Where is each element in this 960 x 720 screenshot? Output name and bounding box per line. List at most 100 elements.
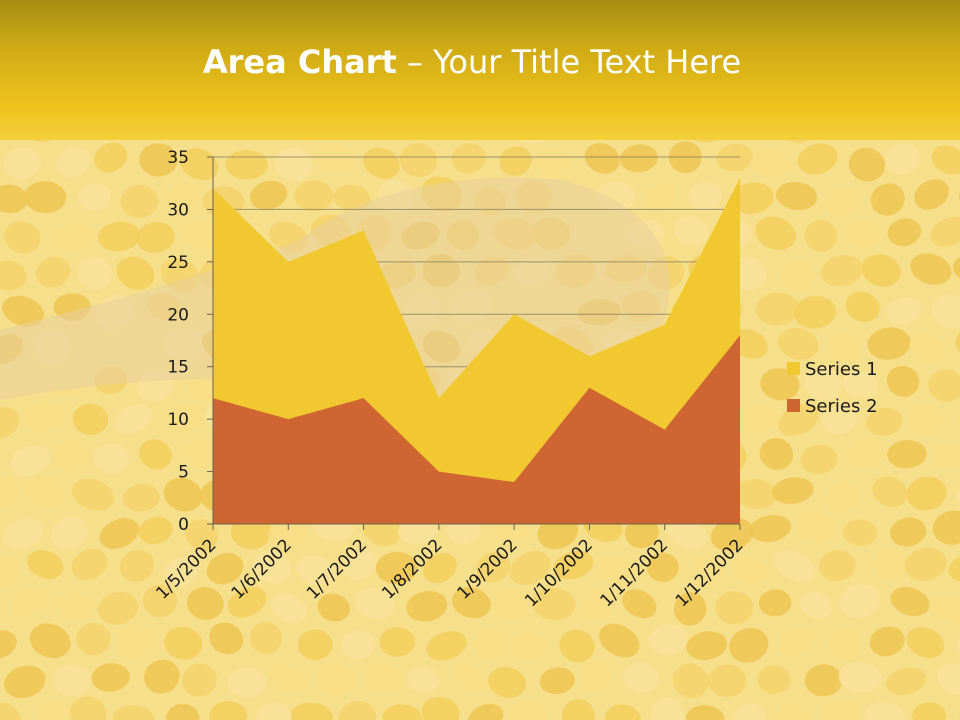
corn-kernel (667, 517, 707, 550)
corn-kernel (333, 184, 371, 212)
corn-kernel (3, 518, 44, 550)
corn-kernel (539, 667, 575, 695)
corn-kernel (11, 585, 50, 618)
corn-kernel (797, 143, 838, 175)
corn-kernel (379, 627, 416, 657)
corn-kernel (755, 216, 796, 251)
corn-kernel (382, 704, 423, 720)
corn-kernel (885, 667, 927, 695)
corn-kernel (297, 629, 333, 660)
corn-kernel (872, 476, 908, 508)
corn-kernel (22, 401, 67, 432)
y-tick-label: 25 (167, 253, 189, 273)
corn-kernel (209, 701, 248, 720)
corn-kernel (185, 519, 219, 550)
corn-kernel (804, 664, 843, 697)
corn-kernel (116, 256, 155, 290)
corn-kernel (143, 659, 180, 694)
corn-kernel (644, 182, 678, 211)
corn-kernel (139, 439, 172, 470)
corn-kernel (406, 590, 448, 622)
corn-kernel (735, 406, 779, 433)
corn-kernel (56, 147, 91, 178)
x-tick-label: 1/5/2002 (152, 535, 220, 603)
title-band (0, 0, 960, 140)
corn-kernel (759, 437, 794, 470)
corn-kernel (227, 586, 267, 618)
corn-kernel (781, 259, 816, 292)
corn-kernel (317, 593, 351, 622)
corn-kernel (731, 257, 767, 291)
corn-kernel (509, 631, 548, 659)
corn-kernel (72, 403, 109, 435)
corn-kernel (186, 586, 224, 620)
corn-kernel (651, 697, 684, 720)
corn-kernel (180, 221, 218, 249)
corn-kernel (509, 700, 551, 720)
corn-kernel (912, 702, 947, 720)
corn-kernel (0, 260, 27, 291)
corn-kernel (730, 328, 768, 359)
corn-kernel (534, 146, 571, 180)
corn-kernel (294, 180, 334, 212)
corn-kernel (604, 704, 641, 720)
corn-kernel (509, 551, 551, 585)
corn-kernel (94, 142, 128, 173)
corn-kernel (142, 584, 178, 618)
y-tick-label: 5 (178, 463, 189, 483)
corn-kernel (312, 142, 357, 173)
corn-kernel (93, 443, 130, 474)
corn-kernel (864, 702, 907, 720)
corn-kernel (672, 663, 710, 699)
corn-kernel (499, 146, 532, 176)
corn-kernel (905, 404, 946, 435)
corn-kernel (800, 444, 838, 475)
corn-kernel (119, 549, 155, 582)
corn-kernel (844, 220, 881, 249)
corn-kernel (750, 149, 793, 176)
legend-label: Series 1 (805, 359, 878, 380)
corn-kernel (715, 591, 754, 625)
corn-kernel (906, 476, 947, 511)
corn-kernel (34, 699, 71, 720)
corn-kernel (99, 518, 140, 549)
corn-kernel (270, 592, 307, 624)
y-tick-label: 0 (178, 515, 189, 535)
corn-kernel (872, 548, 908, 580)
corn-kernel (375, 551, 418, 584)
corn-kernel (3, 221, 41, 254)
corn-kernel (29, 623, 71, 659)
corn-kernel (929, 593, 960, 625)
corn-kernel (732, 703, 767, 720)
corn-kernel (168, 182, 202, 212)
corn-kernel (10, 445, 51, 477)
corn-kernel (163, 477, 203, 512)
corn-kernel (24, 181, 67, 214)
legend-swatch (787, 399, 800, 412)
corn-kernel (249, 180, 288, 210)
slide-title: Area Chart – Your Title Text Here (0, 40, 944, 84)
x-tick-label: 1/6/2002 (228, 535, 296, 603)
corn-kernel (839, 584, 881, 619)
corn-kernel (423, 552, 457, 584)
corn-kernel (179, 148, 219, 181)
corn-kernel (0, 702, 22, 720)
corn-kernel (472, 626, 506, 661)
corn-kernel (313, 662, 357, 697)
corn-kernel (97, 592, 139, 625)
corn-kernel (777, 327, 819, 360)
x-tick-label: 1/8/2002 (378, 535, 446, 603)
corn-kernel (728, 557, 769, 585)
y-tick-label: 20 (167, 305, 189, 325)
corn-kernel (838, 661, 882, 693)
corn-kernel (729, 627, 769, 663)
corn-kernel (760, 368, 800, 401)
corn-kernel (399, 142, 438, 178)
corn-kernel (749, 514, 792, 543)
corn-kernel (421, 697, 460, 720)
corn-kernel (889, 517, 927, 547)
corn-kernel (804, 366, 843, 401)
x-tick-label: 1/7/2002 (303, 535, 371, 603)
corn-kernel (76, 622, 111, 656)
title-bold: Area Chart (202, 43, 397, 81)
